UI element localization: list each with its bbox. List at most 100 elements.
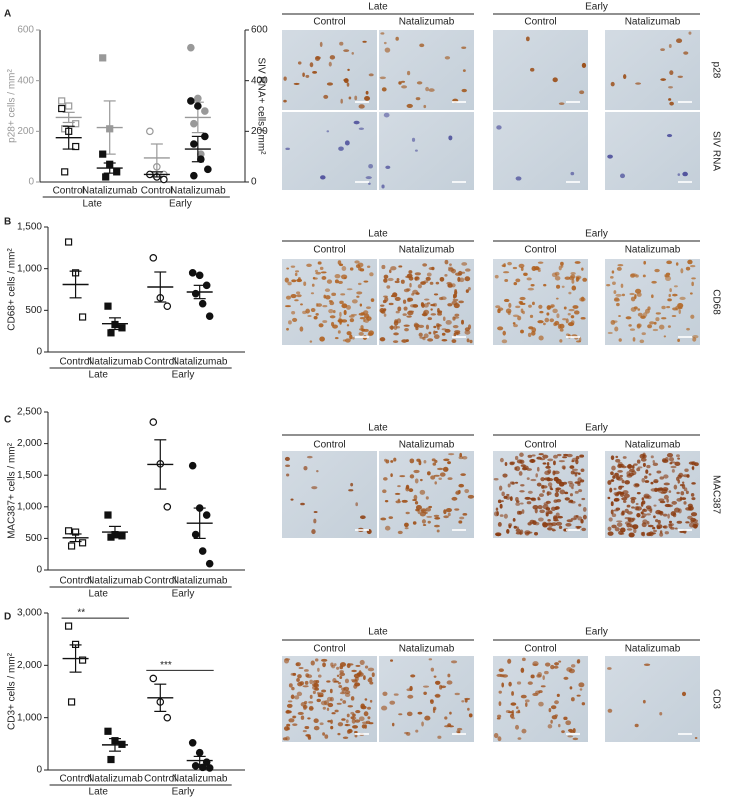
stained-cell: [428, 331, 432, 335]
stained-cell: [352, 725, 359, 729]
data-point: [188, 738, 197, 747]
stained-cell: [415, 326, 419, 331]
stained-cell: [636, 459, 641, 464]
stained-cell: [451, 300, 458, 305]
stained-cell: [314, 687, 319, 691]
stained-cell: [397, 306, 402, 312]
stained-cell: [496, 717, 501, 720]
stained-cell: [449, 711, 452, 715]
stained-cell: [652, 459, 655, 464]
stained-cell: [636, 491, 641, 495]
stained-cell: [324, 734, 329, 739]
stained-cell: [566, 453, 573, 458]
stained-cell: [322, 662, 326, 668]
stained-cell: [394, 280, 400, 284]
stained-cell: [300, 303, 303, 306]
stained-cell: [676, 491, 680, 495]
stained-cell: [433, 293, 439, 296]
stained-cell: [507, 658, 512, 664]
stained-cell: [326, 82, 334, 86]
stained-cell: [556, 693, 560, 697]
column-label: Control: [313, 245, 345, 256]
stained-cell: [311, 486, 318, 490]
stained-cell: [553, 454, 558, 459]
y-tick-label: 500: [25, 305, 42, 316]
stained-cell: [661, 317, 667, 320]
stained-cell: [313, 510, 318, 513]
y2-axis-label: SIV RNA+ cells / mm²: [255, 58, 266, 156]
column-label: Natalizumab: [399, 644, 455, 655]
stained-cell: [521, 509, 525, 514]
group-label: Early: [585, 627, 608, 638]
stained-cell: [461, 319, 464, 325]
stained-cell: [681, 481, 685, 484]
y-tick-label: 0: [36, 765, 42, 776]
stained-cell: [614, 326, 619, 332]
stained-cell: [568, 291, 572, 295]
stained-cell: [682, 474, 689, 478]
stained-cell: [621, 293, 626, 297]
stained-cell: [348, 489, 354, 492]
stained-cell: [570, 271, 576, 275]
stained-cell: [508, 681, 512, 687]
data-point: [64, 622, 73, 630]
stained-cell: [285, 464, 291, 468]
stained-cell: [367, 678, 373, 683]
stained-cell: [511, 481, 515, 485]
column-label: Natalizumab: [399, 245, 455, 256]
stained-cell: [400, 80, 406, 83]
stained-cell: [302, 72, 305, 77]
stained-cell: [650, 481, 654, 485]
stained-cell: [294, 695, 300, 700]
stained-cell: [654, 487, 658, 493]
stained-cell: [436, 529, 440, 533]
stained-cell: [549, 318, 555, 323]
stained-cell: [346, 331, 352, 336]
stained-cell: [361, 724, 366, 729]
stained-cell: [518, 471, 523, 476]
stained-cell: [513, 525, 518, 529]
stained-cell: [506, 529, 510, 534]
stained-cell: [444, 259, 449, 265]
stained-cell: [443, 458, 450, 462]
stained-cell: [642, 699, 646, 704]
micrograph: [605, 259, 700, 345]
data-point: [187, 97, 195, 105]
group-label: Late: [89, 589, 109, 600]
stained-cell: [383, 278, 388, 283]
stained-cell: [304, 680, 309, 685]
stained-cell: [364, 96, 371, 101]
stained-cell: [659, 532, 664, 537]
stained-cell: [606, 283, 611, 287]
stained-cell: [520, 667, 525, 673]
stained-cell: [690, 314, 695, 319]
stained-cell: [388, 302, 394, 306]
stained-cell: [493, 477, 499, 481]
stained-cell: [354, 260, 360, 264]
significance-label: ***: [160, 660, 172, 671]
stained-cell: [539, 493, 544, 498]
micrograph: [282, 451, 377, 538]
stained-cell: [618, 314, 621, 318]
y-tick-label: 1,500: [17, 222, 42, 233]
stained-cell: [404, 527, 409, 530]
stained-cell: [404, 522, 409, 528]
stained-cell: [558, 102, 565, 106]
stained-cell: [420, 281, 426, 285]
group-label: Late: [89, 370, 109, 381]
stained-cell: [359, 303, 363, 307]
stained-cell: [381, 705, 388, 711]
column-label: Natalizumab: [399, 17, 455, 28]
stained-cell: [401, 339, 408, 343]
stained-cell: [426, 302, 431, 305]
stained-cell: [676, 520, 683, 524]
stained-cell: [515, 176, 522, 181]
stained-cell: [580, 479, 585, 483]
stained-cell: [512, 322, 516, 325]
stained-cell: [339, 41, 344, 46]
stained-cell: [393, 457, 397, 462]
stained-cell: [501, 500, 504, 503]
data-point: [104, 511, 112, 519]
stained-cell: [322, 732, 326, 736]
stained-cell: [537, 672, 543, 677]
